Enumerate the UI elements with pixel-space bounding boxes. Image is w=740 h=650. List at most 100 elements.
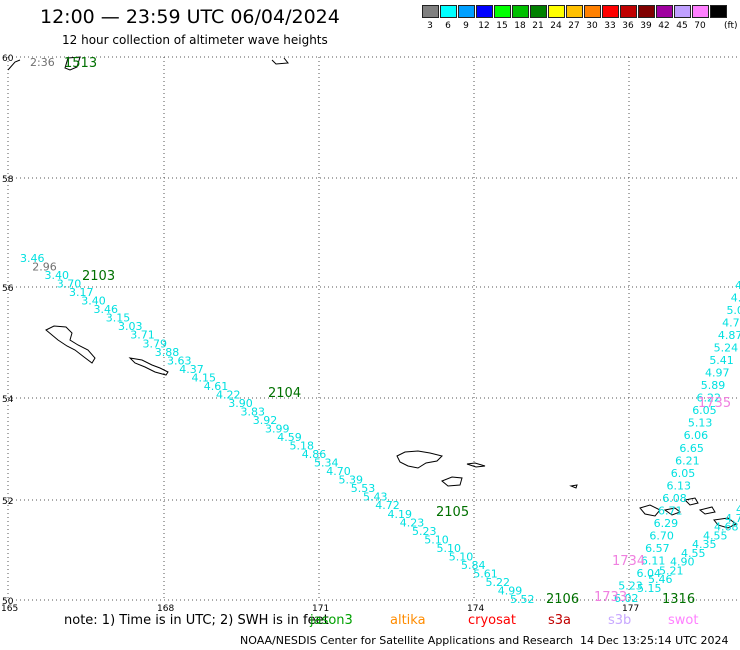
- lat-tick-label: 60: [2, 54, 14, 64]
- swh-value-label: 5.18: [290, 440, 315, 453]
- swh-value-label: 4.55: [681, 547, 706, 560]
- lon-tick-label: 177: [622, 604, 639, 614]
- pass-time-label: 1735: [698, 396, 731, 411]
- lat-tick-label: 54: [2, 395, 14, 405]
- swh-value-label: 4.70: [326, 465, 351, 478]
- island-13: [271, 57, 289, 65]
- legend-swatch: [638, 5, 655, 18]
- swh-value-label: 4.86: [302, 448, 327, 461]
- swh-value-label: 4.23: [400, 516, 425, 529]
- swh-value-label: 2.96: [32, 261, 57, 274]
- pass-time-label: 2106: [546, 592, 579, 607]
- satellite-name: swot: [668, 613, 699, 628]
- swh-value-label: 6.57: [645, 542, 670, 555]
- satellite-name: s3a: [548, 613, 572, 628]
- swh-value-label: 3.99: [265, 423, 290, 436]
- legend-label: 6: [445, 21, 451, 31]
- swh-value-label: 5.21: [659, 564, 684, 577]
- legend-label: 30: [586, 21, 598, 31]
- swh-value-label: 5.89: [701, 379, 726, 392]
- swh-value-label: 6.05: [671, 467, 696, 480]
- island-10: [698, 506, 716, 515]
- pass-time-label: 2103: [82, 269, 115, 284]
- swh-value-label: 5.52: [510, 593, 535, 606]
- swh-value-label: 5.01: [726, 304, 740, 317]
- legend-label: 15: [496, 21, 508, 31]
- legend-swatch: [620, 5, 637, 18]
- swh-value-label: 4.37: [179, 363, 204, 376]
- legend-label: 36: [622, 21, 634, 31]
- swh-value-label: 4.15: [192, 371, 217, 384]
- island-3: [396, 450, 443, 469]
- island-2: [128, 357, 169, 376]
- swh-value-label: 6.02: [614, 592, 639, 605]
- legend-swatch: [566, 5, 583, 18]
- swh-value-label: 5.84: [461, 559, 486, 572]
- swh-value-label: 3.92: [253, 414, 278, 427]
- swh-value-label: 4.99: [498, 584, 523, 597]
- swh-value-label: 6.05: [692, 404, 717, 417]
- island-12: [64, 56, 81, 71]
- pass-time-label: 1513: [64, 56, 97, 71]
- island-9: [683, 497, 699, 506]
- legend-label: 18: [514, 21, 526, 31]
- swh-value-label: 4.35: [692, 538, 717, 551]
- swh-value-label: 5.41: [709, 354, 734, 367]
- island-6: [569, 484, 578, 489]
- swh-value-label: 5.61: [473, 567, 498, 580]
- legend-swatch: [602, 5, 619, 18]
- swh-value-label: 5.46: [648, 573, 673, 586]
- swh-value-label: 4.68: [714, 521, 739, 534]
- swh-value-label: 5.23: [412, 525, 437, 538]
- swh-value-label: 6.22: [696, 392, 721, 405]
- legend-swatch: [530, 5, 547, 18]
- swh-value-label: 3.90: [228, 397, 253, 410]
- legend-label: 9: [463, 21, 469, 31]
- swh-value-label: 3.46: [20, 252, 45, 265]
- lat-lon-grid: 605856545250165168171174177: [1, 54, 740, 614]
- legend-label: 42: [658, 21, 670, 31]
- swh-value-label: 3.70: [57, 278, 82, 291]
- legend-label: 45: [676, 21, 688, 31]
- swh-value-label: 4.9: [731, 292, 740, 305]
- map-title: 12:00 — 23:59 UTC 06/04/2024: [40, 6, 340, 28]
- swh-value-label: 4.90: [670, 556, 695, 569]
- legend-swatch: [476, 5, 493, 18]
- swh-value-label: 4.75: [725, 512, 740, 525]
- swh-value-label: 4.9: [736, 503, 740, 516]
- swh-value-label: 3.63: [167, 354, 192, 367]
- swh-value-label: 5.23: [618, 579, 643, 592]
- swh-value-label: 5.39: [339, 474, 364, 487]
- swh-value-label: 6.08: [662, 492, 687, 505]
- swh-value-label: 5.10: [449, 550, 474, 563]
- pass-time-label: 2:36: [30, 56, 55, 69]
- swh-value-label: 4.87: [718, 329, 740, 342]
- pass-time-label: 2105: [436, 505, 469, 520]
- wave-height-labels: 3.462.963.403.703.173.403.463.153.033.71…: [20, 56, 740, 607]
- pass-time-label: 1733: [594, 590, 627, 605]
- swh-value-label: 6.71: [658, 504, 683, 517]
- legend-label: 12: [478, 21, 490, 31]
- swh-value-label: 6.04: [637, 567, 662, 580]
- swh-value-label: 4.74: [722, 317, 740, 330]
- swh-value-label: 3.79: [143, 337, 168, 350]
- legend-swatch: [656, 5, 673, 18]
- pass-time-label: 2104: [268, 386, 301, 401]
- swh-value-label: 3.15: [106, 312, 131, 325]
- swh-value-label: 6.65: [679, 442, 704, 455]
- legend-label: 21: [532, 21, 544, 31]
- swh-value-label: 6.06: [684, 429, 709, 442]
- lon-tick-label: 171: [312, 604, 329, 614]
- lon-tick-label: 165: [1, 604, 18, 614]
- legend-label: 33: [604, 21, 616, 31]
- swh-value-label: 5.43: [363, 491, 388, 504]
- swh-value-label: 4.97: [705, 367, 730, 380]
- legend-swatch: [440, 5, 457, 18]
- satellite-name: cryosat: [468, 613, 516, 628]
- legend-swatch: [710, 5, 727, 18]
- swh-value-label: 5.10: [424, 533, 449, 546]
- legend-swatch: [422, 5, 439, 18]
- swh-value-label: 6.21: [675, 454, 700, 467]
- satellite-name: jason3: [310, 613, 353, 628]
- footnote: note: 1) Time is in UTC; 2) SWH is in fe…: [64, 613, 329, 628]
